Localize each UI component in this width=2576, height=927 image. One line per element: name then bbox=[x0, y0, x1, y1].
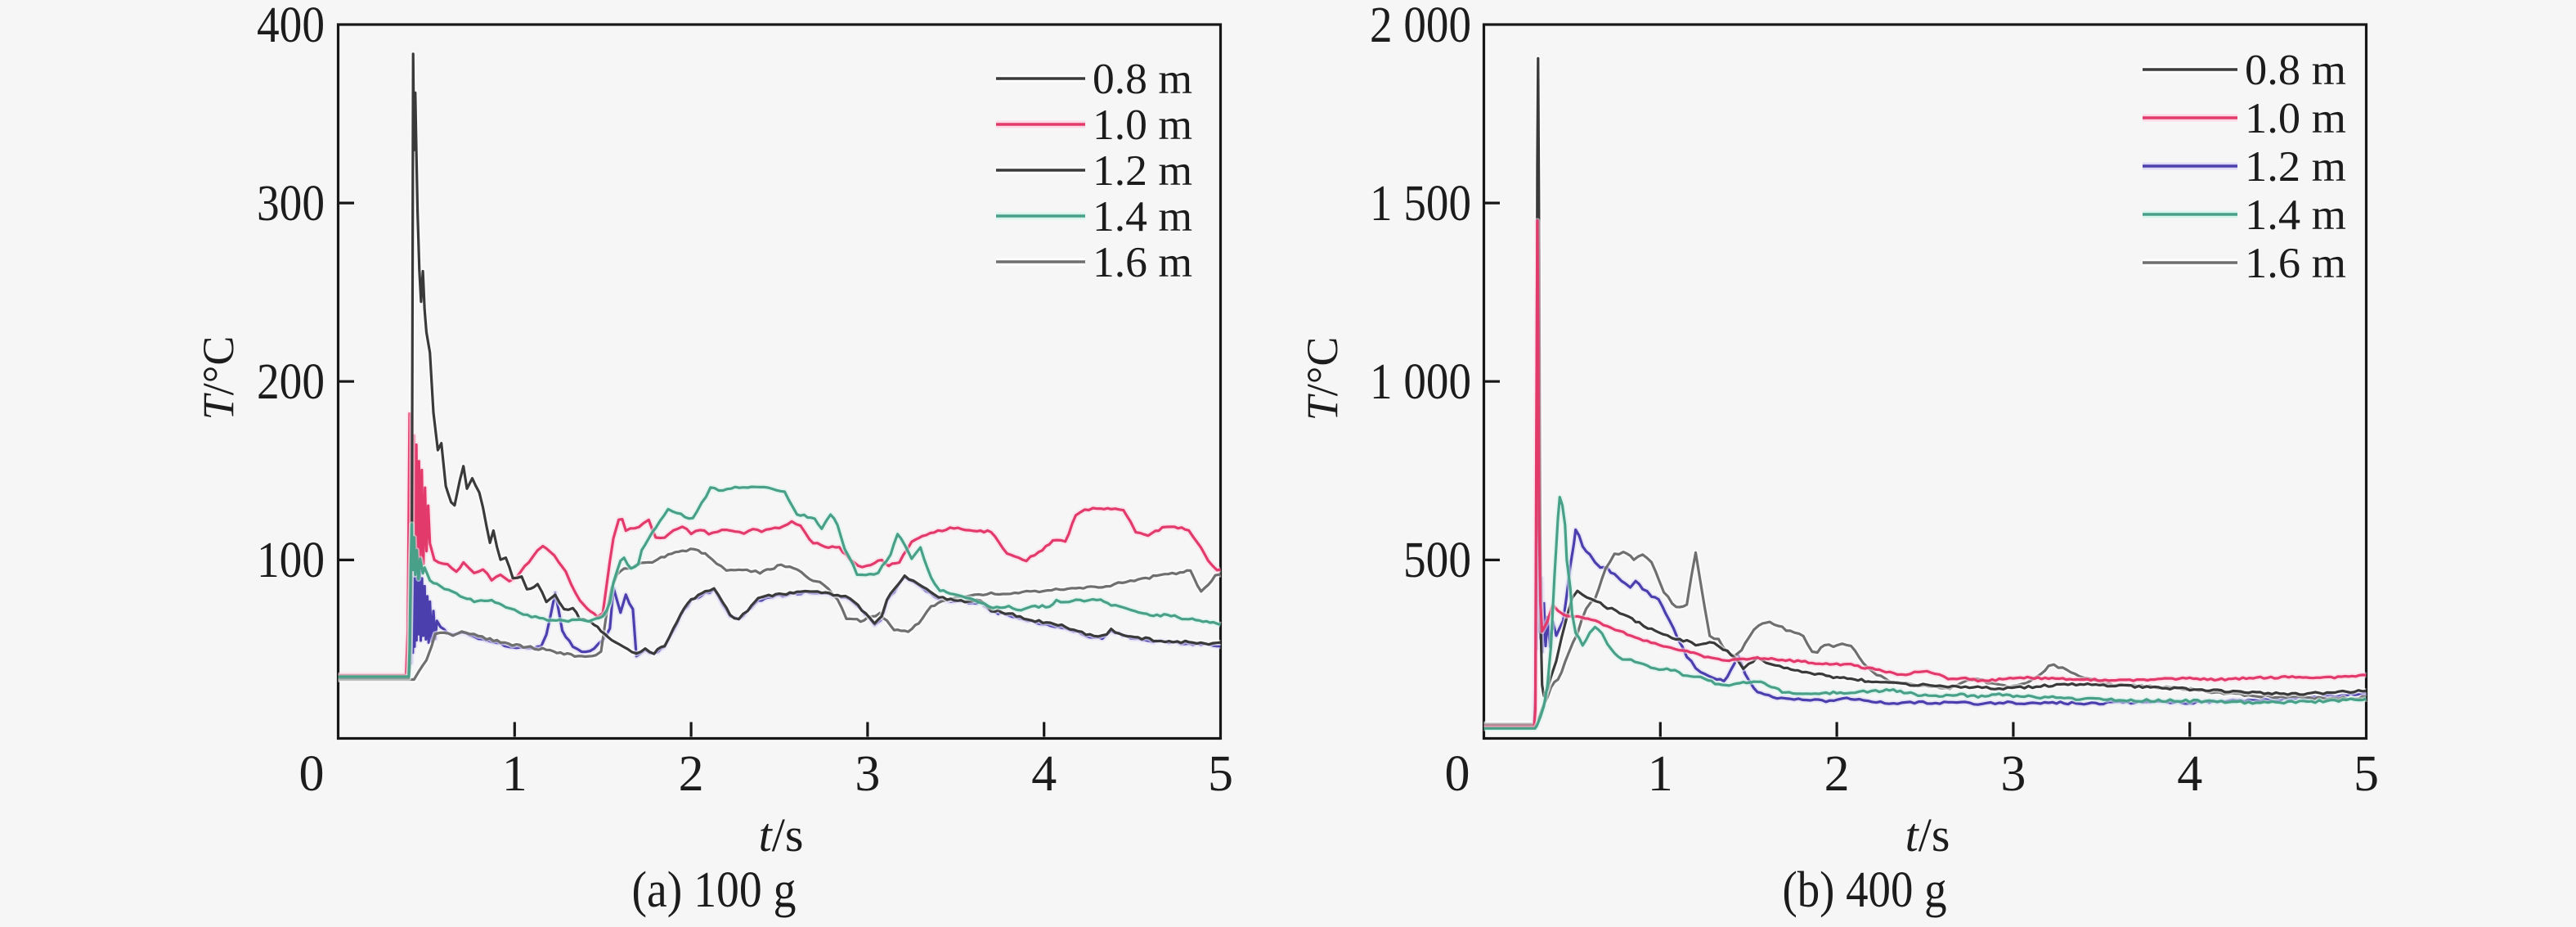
svg-text:200: 200 bbox=[257, 354, 325, 410]
svg-text:1: 1 bbox=[1648, 746, 1673, 802]
svg-text:1.0 m: 1.0 m bbox=[1093, 101, 1192, 149]
svg-text:(a) 100 g: (a) 100 g bbox=[632, 862, 797, 918]
svg-text:500: 500 bbox=[1403, 533, 1471, 588]
svg-text:2 000: 2 000 bbox=[1370, 0, 1471, 53]
svg-text:300: 300 bbox=[257, 176, 325, 232]
svg-text:2: 2 bbox=[679, 746, 704, 802]
svg-text:(b) 400 g: (b) 400 g bbox=[1783, 862, 1947, 918]
svg-text:0: 0 bbox=[299, 746, 325, 802]
svg-text:T/°C: T/°C bbox=[194, 336, 243, 421]
svg-text:1.2 m: 1.2 m bbox=[2245, 143, 2346, 191]
svg-text:4: 4 bbox=[2177, 746, 2202, 802]
svg-text:100: 100 bbox=[257, 533, 325, 588]
svg-text:T/°C: T/°C bbox=[1298, 337, 1347, 421]
svg-text:1.2 m: 1.2 m bbox=[1093, 147, 1192, 195]
svg-text:0.8 m: 0.8 m bbox=[2245, 47, 2346, 94]
svg-text:1.6 m: 1.6 m bbox=[1093, 239, 1192, 286]
svg-text:5: 5 bbox=[1208, 746, 1233, 802]
svg-text:5: 5 bbox=[2354, 746, 2379, 802]
svg-text:2: 2 bbox=[1824, 746, 1850, 802]
svg-text:t/s: t/s bbox=[759, 808, 804, 862]
svg-text:4: 4 bbox=[1031, 746, 1057, 802]
svg-text:0: 0 bbox=[1445, 746, 1470, 802]
svg-text:1.4 m: 1.4 m bbox=[1093, 193, 1192, 241]
svg-text:3: 3 bbox=[2000, 746, 2026, 802]
svg-text:0.8 m: 0.8 m bbox=[1093, 56, 1192, 103]
svg-text:3: 3 bbox=[855, 746, 880, 802]
svg-text:1 500: 1 500 bbox=[1370, 176, 1471, 232]
svg-text:t/s: t/s bbox=[1905, 808, 1950, 862]
svg-text:400: 400 bbox=[257, 0, 325, 53]
svg-text:1.0 m: 1.0 m bbox=[2245, 95, 2346, 142]
svg-text:1 000: 1 000 bbox=[1370, 354, 1471, 410]
svg-text:1.4 m: 1.4 m bbox=[2245, 191, 2346, 239]
svg-text:1: 1 bbox=[502, 746, 527, 802]
svg-text:1.6 m: 1.6 m bbox=[2245, 240, 2346, 287]
